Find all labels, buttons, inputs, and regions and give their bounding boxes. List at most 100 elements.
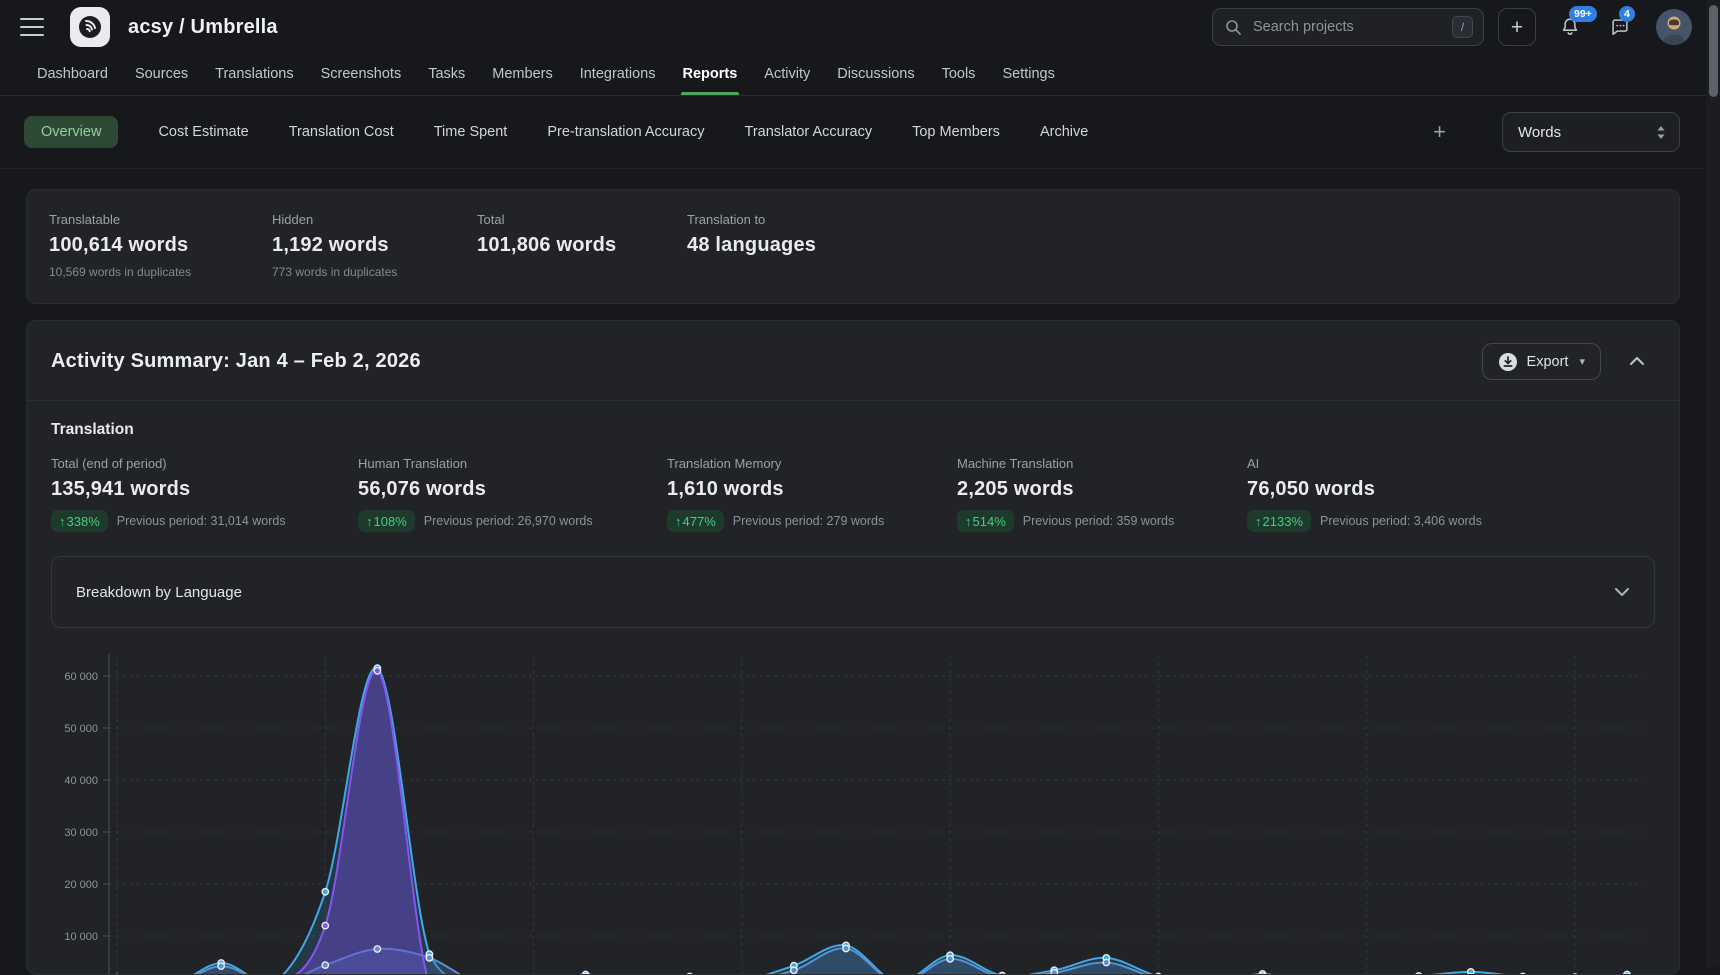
stat-value: 48 languages bbox=[687, 234, 1657, 257]
top-bar: acsy / Umbrella / + 99+ 4 bbox=[0, 0, 1720, 52]
tstat-total-end-of-period: Total (end of period) 135,941 words ↑338… bbox=[51, 456, 358, 532]
export-button[interactable]: Export ▾ bbox=[1482, 343, 1601, 380]
stat-label: Translatable bbox=[49, 212, 272, 227]
translation-section-title: Translation bbox=[51, 421, 1655, 439]
delta-badge: ↑2133% bbox=[1247, 510, 1311, 532]
trend-up-icon: ↑ bbox=[965, 514, 972, 529]
plus-icon: + bbox=[1433, 119, 1446, 144]
stat-value: 1,610 words bbox=[667, 478, 957, 501]
nav-tab-reports[interactable]: Reports bbox=[683, 52, 738, 95]
svg-text:30 000: 30 000 bbox=[64, 827, 98, 839]
svg-text:40 000: 40 000 bbox=[64, 775, 98, 787]
page-scrollbar bbox=[1706, 0, 1720, 967]
chevron-down-icon bbox=[1614, 587, 1630, 597]
stat-value: 2,205 words bbox=[957, 478, 1247, 501]
stat-value: 135,941 words bbox=[51, 478, 358, 501]
delta-badge: ↑108% bbox=[358, 510, 415, 532]
nav-tab-translations[interactable]: Translations bbox=[215, 52, 293, 95]
stat-translatable: Translatable 100,614 words 10,569 words … bbox=[49, 212, 272, 279]
stat-note bbox=[477, 265, 687, 277]
nav-tab-settings[interactable]: Settings bbox=[1002, 52, 1054, 95]
stat-label: Translation to bbox=[687, 212, 1657, 227]
report-tab-archive[interactable]: Archive bbox=[1040, 124, 1088, 140]
messages-count-badge: 4 bbox=[1619, 6, 1635, 22]
nav-tab-tasks[interactable]: Tasks bbox=[428, 52, 465, 95]
caret-down-icon: ▾ bbox=[1579, 355, 1585, 368]
report-tab-translator-accuracy[interactable]: Translator Accuracy bbox=[745, 124, 873, 140]
tstat-translation-memory: Translation Memory 1,610 words ↑477% Pre… bbox=[667, 456, 957, 532]
app-logo[interactable] bbox=[70, 7, 110, 47]
activity-chart: 4 Jan8 Jan12 Jan16 Jan20 Jan24 Jan28 Jan… bbox=[47, 644, 1653, 975]
tstat-human-translation: Human Translation 56,076 words ↑108% Pre… bbox=[358, 456, 667, 532]
report-tab-pre-translation-accuracy[interactable]: Pre-translation Accuracy bbox=[547, 124, 704, 140]
svg-text:20 000: 20 000 bbox=[64, 879, 98, 891]
delta-badge: ↑338% bbox=[51, 510, 108, 532]
stat-value: 100,614 words bbox=[49, 234, 272, 257]
report-tab-overview[interactable]: Overview bbox=[24, 116, 118, 148]
plus-icon: + bbox=[1511, 17, 1523, 38]
notifications-count-badge: 99+ bbox=[1569, 6, 1597, 22]
notifications-button[interactable]: 99+ bbox=[1554, 11, 1586, 43]
stat-value: 76,050 words bbox=[1247, 478, 1655, 501]
stat-value: 1,192 words bbox=[272, 234, 477, 257]
translation-stats-row: Total (end of period) 135,941 words ↑338… bbox=[51, 456, 1655, 532]
nav-tab-sources[interactable]: Sources bbox=[135, 52, 188, 95]
chevron-up-icon bbox=[1629, 356, 1645, 366]
nav-tab-dashboard[interactable]: Dashboard bbox=[37, 52, 108, 95]
stat-total: Total 101,806 words bbox=[477, 212, 687, 279]
nav-tab-members[interactable]: Members bbox=[492, 52, 552, 95]
stat-note: 10,569 words in duplicates bbox=[49, 265, 272, 279]
avatar-image bbox=[1656, 9, 1692, 45]
breakdown-by-language-toggle[interactable]: Breakdown by Language bbox=[51, 556, 1655, 628]
stat-value: 56,076 words bbox=[358, 478, 667, 501]
stat-note bbox=[687, 265, 1657, 277]
report-tab-translation-cost[interactable]: Translation Cost bbox=[289, 124, 394, 140]
trend-up-icon: ↑ bbox=[59, 514, 66, 529]
nav-tab-discussions[interactable]: Discussions bbox=[837, 52, 914, 95]
export-label: Export bbox=[1527, 354, 1569, 370]
previous-period-note: Previous period: 359 words bbox=[1023, 514, 1174, 528]
search-shortcut-key: / bbox=[1452, 16, 1473, 38]
download-icon bbox=[1498, 352, 1518, 372]
scrollbar-thumb[interactable] bbox=[1709, 5, 1718, 97]
messages-button[interactable]: 4 bbox=[1604, 11, 1636, 43]
delta-badge: ↑477% bbox=[667, 510, 724, 532]
activity-chart-container: 4 Jan8 Jan12 Jan16 Jan20 Jan24 Jan28 Jan… bbox=[47, 644, 1655, 975]
delta-badge: ↑514% bbox=[957, 510, 1014, 532]
report-tab-top-members[interactable]: Top Members bbox=[912, 124, 1000, 140]
hamburger-menu-icon[interactable] bbox=[20, 18, 44, 36]
svg-text:50 000: 50 000 bbox=[64, 723, 98, 735]
activity-summary-header: Activity Summary: Jan 4 – Feb 2, 2026 Ex… bbox=[51, 343, 1655, 380]
stat-label: Total bbox=[477, 212, 687, 227]
user-avatar[interactable] bbox=[1656, 9, 1692, 45]
nav-tab-integrations[interactable]: Integrations bbox=[580, 52, 656, 95]
report-tab-time-spent[interactable]: Time Spent bbox=[434, 124, 508, 140]
report-tab-cost-estimate[interactable]: Cost Estimate bbox=[158, 124, 248, 140]
stat-hidden: Hidden 1,192 words 773 words in duplicat… bbox=[272, 212, 477, 279]
trend-up-icon: ↑ bbox=[1255, 514, 1262, 529]
stat-value: 101,806 words bbox=[477, 234, 687, 257]
collapse-section-button[interactable] bbox=[1625, 350, 1649, 373]
stat-label: Translation Memory bbox=[667, 456, 957, 471]
create-project-button[interactable]: + bbox=[1498, 8, 1536, 46]
add-report-button[interactable]: + bbox=[1427, 121, 1452, 143]
stat-label: Machine Translation bbox=[957, 456, 1247, 471]
activity-summary-title: Activity Summary: Jan 4 – Feb 2, 2026 bbox=[51, 350, 1482, 373]
unit-select[interactable]: Words bbox=[1502, 112, 1680, 152]
trend-up-icon: ↑ bbox=[366, 514, 373, 529]
tstat-ai: AI 76,050 words ↑2133% Previous period: … bbox=[1247, 456, 1655, 532]
stat-translation-to: Translation to 48 languages bbox=[687, 212, 1657, 279]
logo-glyph bbox=[77, 14, 103, 40]
reports-subnav: Overview Cost Estimate Translation Cost … bbox=[0, 96, 1720, 169]
previous-period-note: Previous period: 26,970 words bbox=[424, 514, 593, 528]
svg-text:10 000: 10 000 bbox=[64, 931, 98, 943]
search-input[interactable] bbox=[1251, 18, 1443, 36]
project-nav: Dashboard Sources Translations Screensho… bbox=[0, 52, 1720, 96]
previous-period-note: Previous period: 279 words bbox=[733, 514, 884, 528]
stat-note: 773 words in duplicates bbox=[272, 265, 477, 279]
search-box[interactable]: / bbox=[1212, 8, 1484, 46]
nav-tab-screenshots[interactable]: Screenshots bbox=[321, 52, 402, 95]
select-arrows-icon bbox=[1656, 125, 1666, 140]
nav-tab-tools[interactable]: Tools bbox=[942, 52, 976, 95]
nav-tab-activity[interactable]: Activity bbox=[764, 52, 810, 95]
